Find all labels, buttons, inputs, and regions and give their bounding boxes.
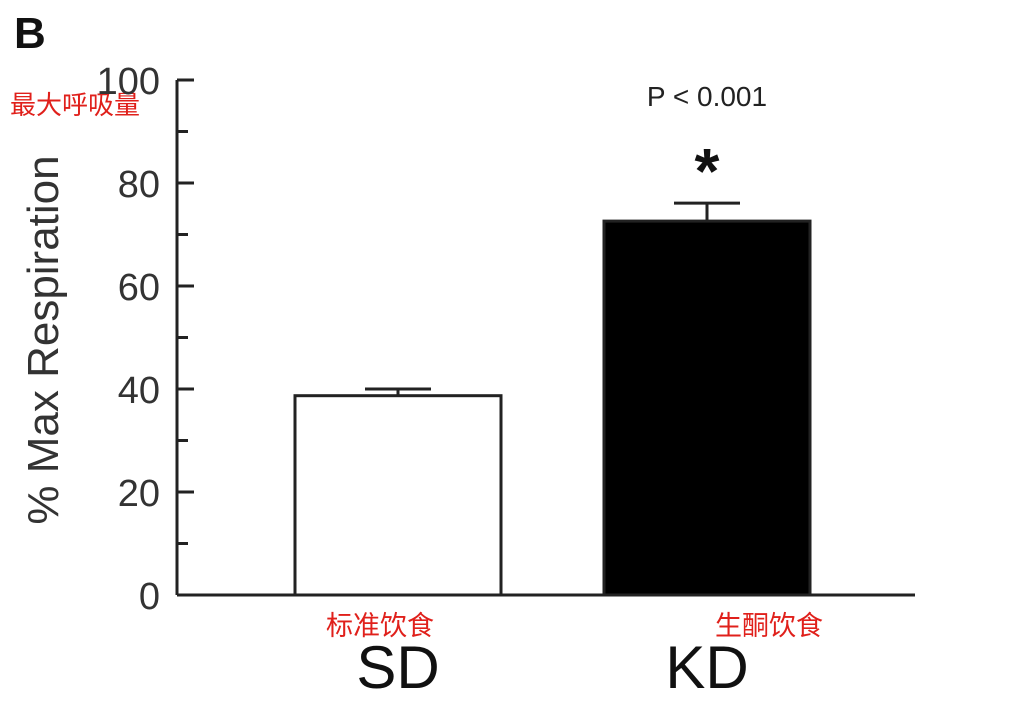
y-axis-label-annotation: 最大呼吸量 xyxy=(10,90,140,120)
bar-kd xyxy=(602,219,812,597)
p-value-label: P < 0.001 xyxy=(647,81,767,112)
bar-sd xyxy=(293,394,503,597)
significance-star: * xyxy=(695,135,720,207)
x-annotation-kd: 生酮饮食 xyxy=(715,611,823,641)
x-tick-label-kd: KD xyxy=(665,634,748,701)
y-axis-label: % Max Respiration xyxy=(19,155,68,524)
y-tick-label: 100 xyxy=(97,61,160,103)
y-tick-label: 0 xyxy=(139,576,160,618)
bars xyxy=(293,201,812,597)
y-tick-label: 20 xyxy=(118,473,160,515)
y-tick-label: 80 xyxy=(118,164,160,206)
x-tick-label-sd: SD xyxy=(356,634,439,701)
x-annotation-sd: 标准饮食 xyxy=(326,611,434,641)
y-tick-label: 60 xyxy=(118,267,160,309)
y-tick-label: 40 xyxy=(118,370,160,412)
panel-label: B xyxy=(14,9,46,58)
